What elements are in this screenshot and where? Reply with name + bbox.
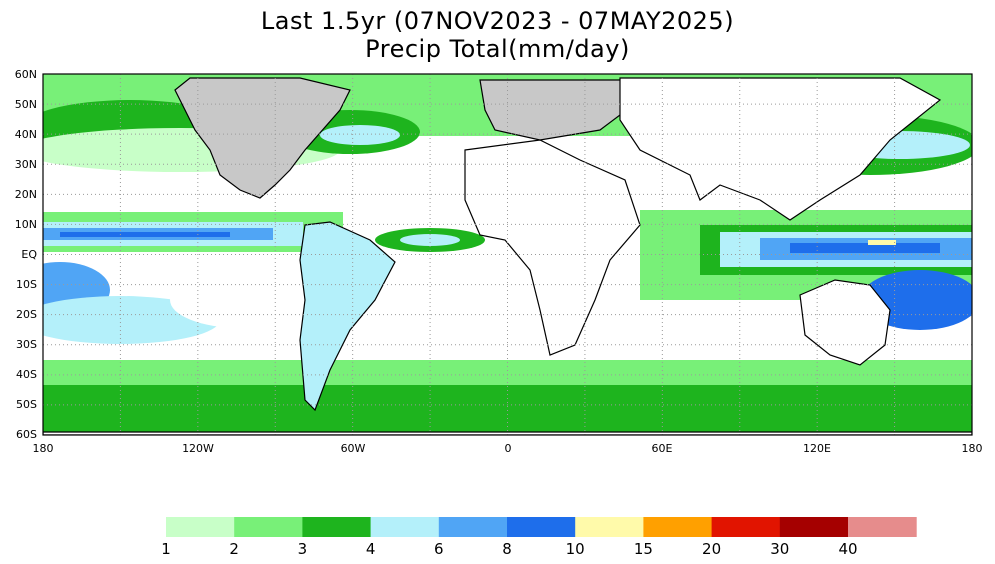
lat-label: 30S (16, 338, 37, 351)
colorbar-label: 30 (770, 540, 789, 558)
map-subtitle: Precip Total(mm/day) (365, 35, 630, 63)
lon-labels: 180 120W 60W 0 60E 120E 180 (33, 442, 983, 455)
colorbar-swatch (848, 517, 917, 537)
colorbar-label: 2 (229, 540, 239, 558)
australia (799, 279, 891, 366)
south-america (299, 221, 396, 412)
lon-label: 0 (505, 442, 512, 455)
continents (43, 77, 972, 435)
colorbar-label: 15 (634, 540, 653, 558)
lon-label: 120E (803, 442, 831, 455)
map-title: Last 1.5yr (07NOV2023 - 07MAY2025) (260, 7, 735, 35)
map-panel (42, 73, 973, 436)
colorbar-swatch (166, 517, 235, 537)
colorbar-swatch (779, 517, 849, 537)
colorbar-swatch (438, 517, 508, 537)
asia (619, 77, 942, 221)
colorbar-label: 20 (702, 540, 721, 558)
colorbar-label: 3 (298, 540, 308, 558)
graticule (43, 74, 972, 435)
lat-label: EQ (21, 248, 37, 261)
lat-label: 10N (15, 218, 37, 231)
lat-labels: 60N 50N 40N 30N 20N 10N EQ 10S 20S 30S 4… (15, 68, 38, 441)
colorbar-label: 8 (502, 540, 512, 558)
lon-label: 60W (341, 442, 366, 455)
lat-label: 20S (16, 308, 37, 321)
lon-label: 180 (33, 442, 54, 455)
lon-label: 180 (962, 442, 983, 455)
lon-label: 60E (652, 442, 673, 455)
lat-label: 60S (16, 428, 37, 441)
colorbar-label: 6 (434, 540, 444, 558)
colorbar (166, 517, 917, 537)
lat-label: 50S (16, 398, 37, 411)
lat-label: 20N (15, 188, 37, 201)
colorbar-label: 4 (366, 540, 376, 558)
lat-label: 40S (16, 368, 37, 381)
colorbar-swatch (234, 517, 303, 537)
colorbar-swatch (711, 517, 781, 537)
lat-label: 40N (15, 128, 37, 141)
map-frame (42, 73, 973, 436)
colorbar-label: 10 (566, 540, 585, 558)
colorbar-swatch (643, 517, 713, 537)
colorbar-label: 40 (838, 540, 857, 558)
colorbar-swatch (370, 517, 440, 537)
lat-label: 60N (15, 68, 37, 81)
north-america (174, 77, 351, 199)
lat-label: 50N (15, 98, 37, 111)
colorbar-swatch (302, 517, 372, 537)
lat-label: 30N (15, 158, 37, 171)
lon-label: 120W (182, 442, 214, 455)
colorbar-swatch (575, 517, 644, 537)
colorbar-swatch (507, 517, 576, 537)
colorbar-labels: 1 2 3 4 6 8 10 15 20 30 40 (161, 540, 857, 558)
colorbar-label: 1 (161, 540, 171, 558)
lat-label: 10S (16, 278, 37, 291)
